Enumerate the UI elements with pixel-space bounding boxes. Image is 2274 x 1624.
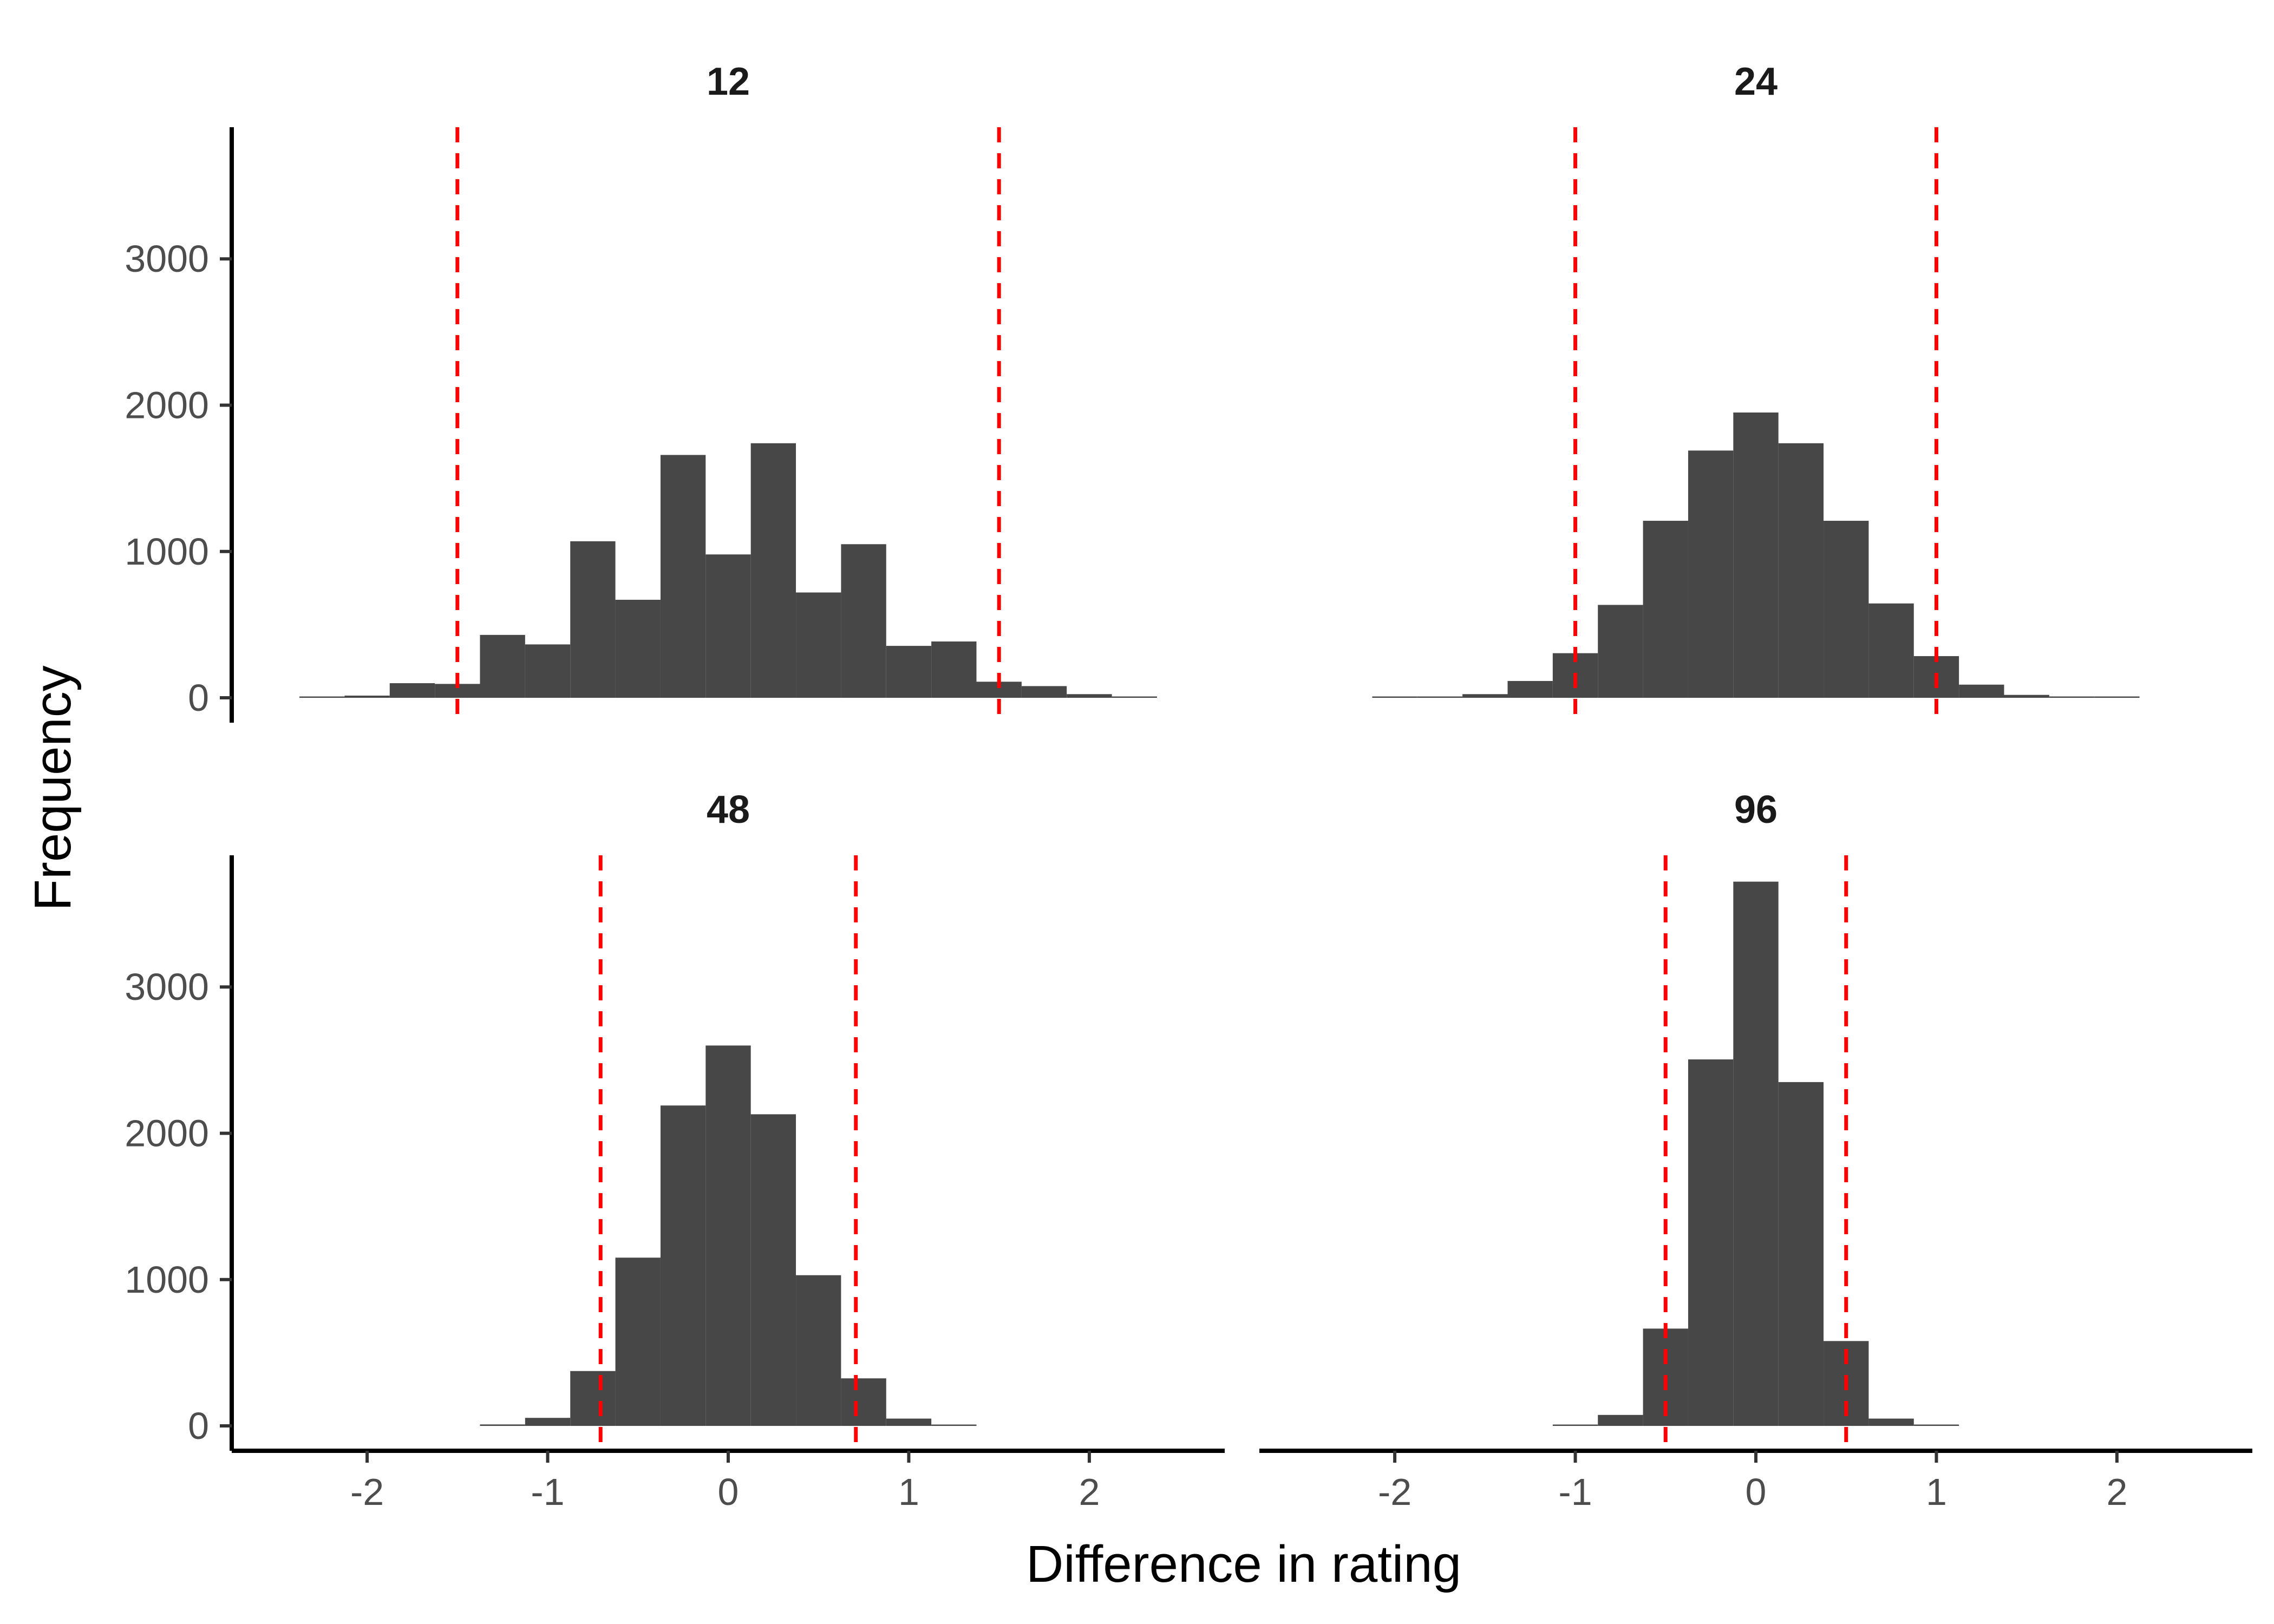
histogram-bar — [796, 592, 841, 698]
histogram-bar — [1868, 603, 1914, 698]
histogram-bar — [1778, 443, 1824, 698]
histogram-bar — [1067, 694, 1112, 698]
panel-title: 12 — [707, 60, 750, 103]
x-tick-label: -1 — [531, 1471, 564, 1513]
histogram-bar — [1598, 605, 1643, 698]
histogram-bar — [615, 599, 661, 698]
histogram-bar — [750, 1114, 796, 1426]
y-tick-label: 3000 — [125, 966, 209, 1008]
histogram-bar — [1021, 686, 1067, 698]
panel-24: 24 — [1372, 60, 2140, 723]
histogram-bar — [344, 696, 390, 698]
histogram-bar — [1824, 521, 1869, 698]
histogram-bar — [1688, 1059, 1734, 1426]
histogram-bar — [2004, 695, 2049, 698]
histogram-bar — [570, 541, 616, 698]
x-tick-label: 0 — [718, 1471, 739, 1513]
y-tick-label: 2000 — [125, 384, 209, 427]
panel-title: 24 — [1734, 60, 1778, 103]
histogram-bar — [2049, 696, 2095, 698]
x-tick-label: -2 — [350, 1471, 384, 1513]
histogram-bar — [1733, 881, 1779, 1426]
histogram-bar — [1462, 694, 1508, 698]
x-tick-label: 2 — [1079, 1471, 1100, 1513]
histogram-bar — [389, 683, 435, 698]
histogram-bar — [525, 1418, 571, 1426]
histogram-bar — [1959, 684, 2004, 698]
x-tick-label: 2 — [2106, 1471, 2127, 1513]
histogram-bar — [886, 646, 932, 698]
histogram-bar — [1112, 696, 1157, 698]
y-tick-label: 0 — [188, 677, 209, 719]
x-axis-title: Difference in rating — [1026, 1535, 1461, 1593]
histogram-bar — [841, 1378, 886, 1426]
histogram-bar — [570, 1371, 616, 1426]
histogram-bar — [1688, 450, 1734, 698]
histogram-bar — [1552, 1424, 1598, 1426]
panel-title: 48 — [707, 788, 750, 831]
histogram-bar — [931, 1424, 977, 1426]
histogram-bar — [299, 696, 345, 698]
x-tick-label: 1 — [898, 1471, 919, 1513]
panel-48: 48 0 1000 2000 3000 -2 -1 0 1 2 — [125, 788, 1225, 1513]
histogram-bar — [841, 544, 886, 698]
panel-96: 96 -2 -1 0 1 2 — [1259, 788, 2252, 1513]
y-tick-label: 3000 — [125, 238, 209, 280]
histogram-bar — [660, 1105, 706, 1426]
histogram-bar — [886, 1418, 932, 1426]
histogram-bar — [1598, 1415, 1643, 1426]
histogram-bar — [1868, 1418, 1914, 1426]
histogram-bar — [1372, 696, 1417, 698]
y-tick-label: 1000 — [125, 1259, 209, 1301]
histogram-bar — [480, 634, 525, 698]
panel-title: 96 — [1734, 788, 1778, 831]
histogram-bar — [1778, 1082, 1824, 1426]
histogram-bar — [931, 641, 977, 698]
histogram-bar — [1507, 680, 1553, 698]
histogram-bar — [796, 1275, 841, 1426]
histogram-bar — [1733, 412, 1779, 698]
y-tick-label: 1000 — [125, 531, 209, 573]
histogram-bar — [705, 554, 751, 698]
y-tick-label: 2000 — [125, 1112, 209, 1155]
histogram-bar — [480, 1424, 525, 1426]
y-axis-title: Frequency — [24, 665, 82, 911]
histogram-bar — [1417, 696, 1463, 698]
x-tick-label: -1 — [1558, 1471, 1592, 1513]
y-tick-label: 0 — [188, 1405, 209, 1447]
histogram-bar — [705, 1045, 751, 1426]
histogram-bar — [1643, 521, 1688, 698]
panel-12: 12 0 1000 2000 3000 — [125, 60, 1157, 723]
histogram-bar — [2094, 696, 2140, 698]
x-tick-label: 0 — [1746, 1471, 1767, 1513]
histogram-bar — [615, 1258, 661, 1426]
x-tick-label: -2 — [1378, 1471, 1412, 1513]
x-tick-label: 1 — [1926, 1471, 1947, 1513]
histogram-bar — [660, 455, 706, 698]
histogram-bar — [525, 644, 571, 698]
histogram-bar — [750, 443, 796, 698]
histogram-bar — [1913, 1424, 1959, 1426]
